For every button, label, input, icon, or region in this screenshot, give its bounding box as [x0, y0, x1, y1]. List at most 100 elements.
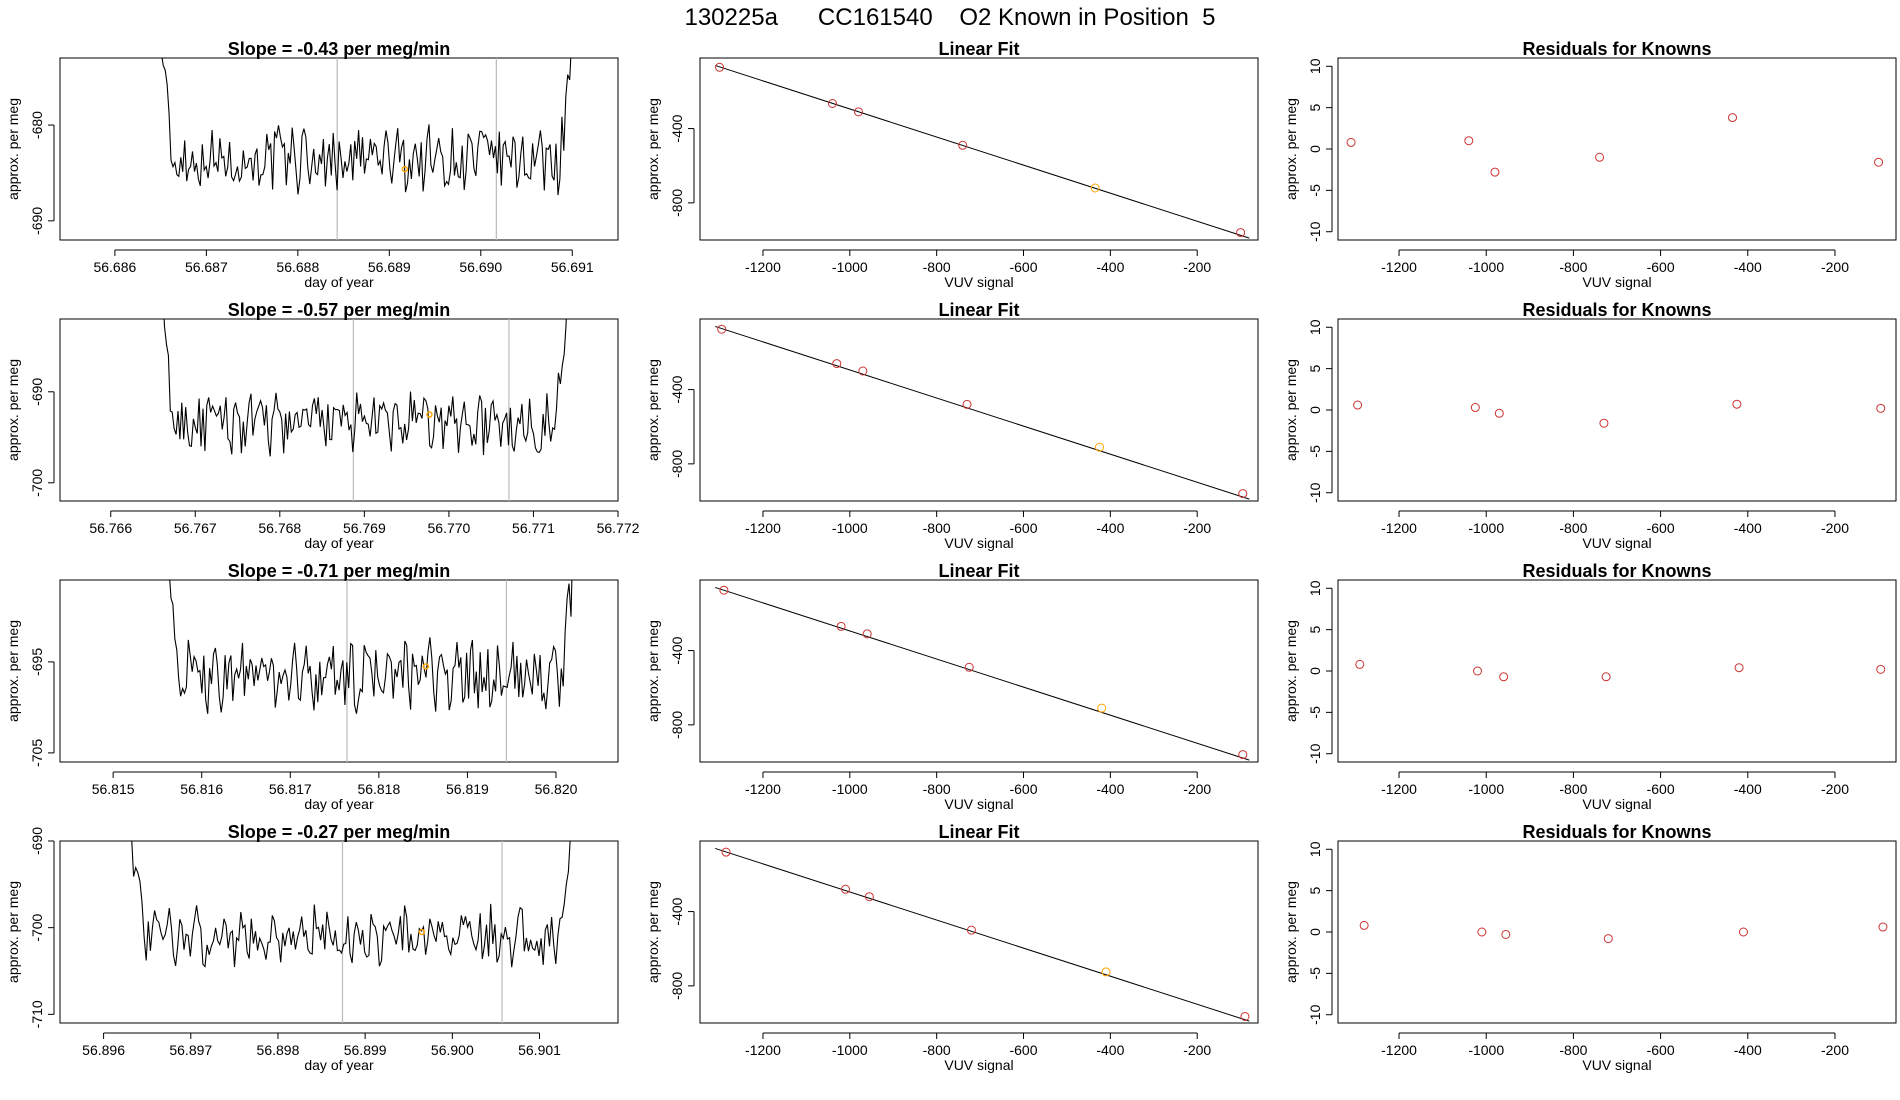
- fit-4-x-tick-label: -800: [923, 1042, 951, 1058]
- fit-1-y-tick-label: -400: [669, 114, 685, 142]
- trace-3-x-tick-label: 56.819: [446, 781, 489, 797]
- resid-2-data-point: [1732, 399, 1742, 409]
- fit-1-title: Linear Fit: [938, 39, 1019, 59]
- fit-3-data-point: [1097, 703, 1107, 713]
- resid-2-x-tick-label: -200: [1821, 520, 1849, 536]
- fit-3-data-point: [964, 662, 974, 672]
- trace-4-x-axis-label: day of year: [304, 1057, 374, 1073]
- fit-2-plot-frame: [699, 318, 1259, 502]
- resid-2-x-tick-label: -1000: [1468, 520, 1504, 536]
- trace-1-y-axis-label: approx. per meg: [5, 98, 21, 200]
- resid-1-data-point: [1346, 137, 1356, 147]
- fit-1-regression-line: [715, 64, 1250, 239]
- fit-1-x-tick-label: -400: [1096, 259, 1124, 275]
- resid-1-x-tick-label: -400: [1734, 259, 1762, 275]
- fit-2-data-point: [1238, 489, 1248, 499]
- resid-2-data-point: [1470, 403, 1480, 413]
- fit-1-data-point: [958, 140, 968, 150]
- fit-1-data-point: [853, 107, 863, 117]
- resid-4-x-axis-label: VUV signal: [1582, 1057, 1651, 1073]
- trace-4-series-line: [131, 841, 571, 968]
- resid-4-data-point: [1603, 934, 1613, 944]
- trace-4-x-tick-label: 56.899: [344, 1042, 387, 1058]
- fit-4-x-tick-label: -600: [1009, 1042, 1037, 1058]
- trace-2-title: Slope = -0.57 per meg/min: [228, 300, 451, 320]
- fit-4-y-axis-label: approx. per meg: [645, 881, 661, 983]
- trace-1-highlight-point: [401, 165, 409, 173]
- trace-1-x-tick-label: 56.690: [459, 259, 502, 275]
- fit-3-x-tick-label: -600: [1009, 781, 1037, 797]
- resid-3-x-tick-label: -1200: [1381, 781, 1417, 797]
- trace-2-x-tick-label: 56.770: [427, 520, 470, 536]
- trace-4-y-tick-label: -700: [29, 913, 45, 941]
- trace-3-x-tick-label: 56.817: [269, 781, 312, 797]
- fit-4-data-point: [840, 884, 850, 894]
- resid-1-data-point: [1464, 136, 1474, 146]
- trace-3-x-axis-label: day of year: [304, 796, 374, 812]
- resid-2-x-tick-label: -400: [1734, 520, 1762, 536]
- resid-4-data-point: [1878, 922, 1888, 932]
- fit-2-data-point: [1095, 442, 1105, 452]
- resid-2-title: Residuals for Knowns: [1522, 300, 1711, 320]
- trace-2-x-axis-label: day of year: [304, 535, 374, 551]
- fit-1-data-point: [715, 62, 725, 72]
- fit-2-y-tick-label: -800: [669, 450, 685, 478]
- fit-3-x-axis-label: VUV signal: [944, 796, 1013, 812]
- resid-2-y-tick-label: 10: [1307, 319, 1323, 335]
- fit-1-x-axis-label: VUV signal: [944, 274, 1013, 290]
- resid-4-x-tick-label: -600: [1647, 1042, 1675, 1058]
- trace-3-highlight-point: [422, 663, 430, 670]
- fit-3-x-tick-label: -1000: [832, 781, 868, 797]
- trace-4-x-tick-label: 56.901: [518, 1042, 561, 1058]
- resid-2-data-point: [1876, 403, 1886, 413]
- trace-4-y-axis-label: approx. per meg: [5, 881, 21, 983]
- trace-3-x-tick-label: 56.816: [180, 781, 223, 797]
- trace-3-series-line: [169, 580, 573, 714]
- resid-1-y-tick-label: -5: [1307, 184, 1323, 197]
- fit-4-regression-line: [715, 847, 1250, 1022]
- trace-3-y-axis-label: approx. per meg: [5, 620, 21, 722]
- resid-4-x-tick-label: -200: [1821, 1042, 1849, 1058]
- resid-1-data-point: [1728, 113, 1738, 123]
- fit-1-x-tick-label: -800: [923, 259, 951, 275]
- trace-3-y-tick-label: -695: [29, 648, 45, 676]
- trace-4-x-tick-label: 56.900: [431, 1042, 474, 1058]
- trace-4-y-tick-label: -690: [29, 827, 45, 855]
- trace-4-y-tick-label: -710: [29, 1000, 45, 1028]
- resid-4-data-point: [1501, 929, 1511, 939]
- fit-2-x-tick-label: -1200: [745, 520, 781, 536]
- resid-3-y-tick-label: -10: [1307, 743, 1323, 763]
- fit-2-x-tick-label: -800: [923, 520, 951, 536]
- fit-1-data-point: [1090, 183, 1100, 193]
- resid-1-y-tick-label: -10: [1307, 221, 1323, 241]
- trace-2-x-tick-label: 56.766: [89, 520, 132, 536]
- trace-1-x-axis-label: day of year: [304, 274, 374, 290]
- resid-2-data-point: [1599, 418, 1609, 428]
- resid-4-y-tick-label: 0: [1307, 928, 1323, 936]
- resid-3-x-tick-label: -200: [1821, 781, 1849, 797]
- resid-4-title: Residuals for Knowns: [1522, 822, 1711, 842]
- resid-3-x-tick-label: -400: [1734, 781, 1762, 797]
- resid-2-y-tick-label: 0: [1307, 406, 1323, 414]
- fit-1-y-tick-label: -800: [669, 189, 685, 217]
- resid-4-x-tick-label: -1000: [1468, 1042, 1504, 1058]
- resid-3-data-point: [1473, 666, 1482, 676]
- resid-2-x-tick-label: -600: [1647, 520, 1675, 536]
- fit-1-x-tick-label: -600: [1009, 259, 1037, 275]
- resid-1-data-point: [1490, 167, 1500, 177]
- fit-3-regression-line: [715, 586, 1250, 761]
- trace-1-x-tick-label: 56.691: [551, 259, 594, 275]
- resid-4-y-axis-label: approx. per meg: [1283, 881, 1299, 983]
- fit-3-x-tick-label: -800: [923, 781, 951, 797]
- resid-1-plot-frame: [1337, 57, 1897, 241]
- resid-1-data-point: [1874, 157, 1884, 167]
- resid-1-x-tick-label: -1200: [1381, 259, 1417, 275]
- resid-2-data-point: [1494, 408, 1504, 418]
- trace-1-x-tick-label: 56.689: [368, 259, 411, 275]
- trace-2-x-tick-label: 56.772: [597, 520, 640, 536]
- fit-1-x-tick-label: -1000: [832, 259, 868, 275]
- resid-4-data-point: [1738, 927, 1748, 937]
- trace-2-x-tick-label: 56.769: [343, 520, 386, 536]
- resid-4-y-tick-label: 5: [1307, 887, 1323, 895]
- resid-4-y-tick-label: -10: [1307, 1004, 1323, 1024]
